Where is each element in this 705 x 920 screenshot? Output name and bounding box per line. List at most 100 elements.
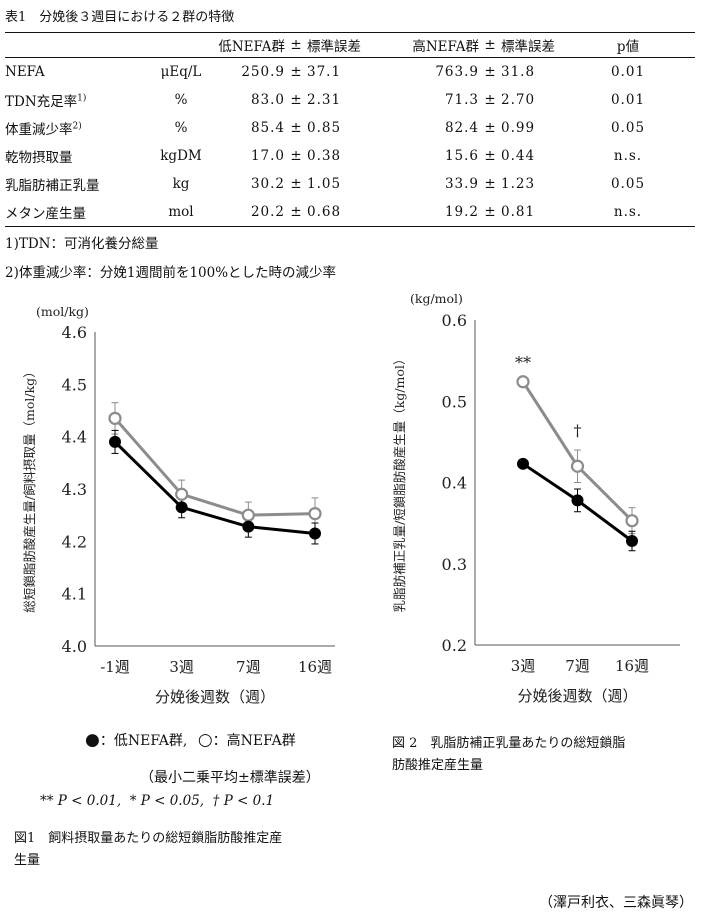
row-pm-text: ± <box>290 176 302 192</box>
series-line-low-nefa <box>113 440 316 535</box>
table-note-1: 1)TDN：可消化養分総量 <box>5 236 159 252</box>
y-tick-label: 4.6 <box>62 323 87 342</box>
row-high-mean-text: 33.9 <box>444 176 479 192</box>
row-item-text: 乾物摂取量 <box>5 150 73 166</box>
y-tick-label: 0.2 <box>442 636 467 655</box>
row-high-mean: 763.9 <box>367 58 479 87</box>
y-axis-title: 乳脂肪補正乳量/短鎖脂肪酸産生量（kg/mol） <box>392 353 407 613</box>
row-p-value: 0.05 <box>561 170 695 198</box>
row-p-value-text: 0.01 <box>610 92 646 108</box>
y-tick-label: 0.5 <box>442 392 467 411</box>
figure2-caption-line2: 肪酸推定産生量 <box>392 758 484 773</box>
row-low-mean: 17.0 <box>217 142 285 170</box>
header-high-nefa: 高NEFA群 <box>367 32 479 58</box>
row-high-se-text: 2.70 <box>501 92 536 108</box>
row-p-value: 0.01 <box>561 58 695 87</box>
row-pm: ± <box>285 58 307 87</box>
row-item: メタン産生量 <box>5 198 145 227</box>
x-tick-label: 3週 <box>169 658 194 676</box>
x-tick-label: 7週 <box>565 657 590 675</box>
row-unit-text: % <box>174 120 188 136</box>
author-credit: （澤戸利衣、三森眞琴） <box>539 895 693 911</box>
row-low-se: 1.05 <box>307 170 367 198</box>
y-tick-label: 0.4 <box>442 474 467 493</box>
y-unit-label: (kg/mol) <box>410 291 463 306</box>
y-tick-label: 4.2 <box>62 532 87 551</box>
row-p-value-text: n.s. <box>613 204 643 220</box>
row-low-mean: 20.2 <box>217 198 285 227</box>
row-high-se: 2.70 <box>501 86 561 114</box>
row-high-mean: 19.2 <box>367 198 479 227</box>
row-unit: μEq/L <box>145 58 217 87</box>
significance-marker: ** <box>515 353 531 372</box>
data-point-low-nefa <box>626 535 638 547</box>
significance-marker: † <box>574 421 582 440</box>
row-low-se-text: 0.38 <box>307 148 342 164</box>
data-point-high-nefa <box>570 459 585 473</box>
row-unit: kg <box>145 170 217 198</box>
legend-high-label: ：高NEFA群 <box>212 733 296 749</box>
row-low-mean-text: 250.9 <box>241 64 285 80</box>
row-item-text: 体重減少率 <box>5 122 73 138</box>
row-high-mean: 71.3 <box>367 86 479 114</box>
y-unit-label: (mol/kg) <box>36 304 89 319</box>
row-item-text: NEFA <box>5 64 45 80</box>
row-low-mean: 83.0 <box>217 86 285 114</box>
row-unit-text: kg <box>172 176 190 192</box>
significance-note: ** P < 0.01, * P < 0.05, † P < 0.1 <box>40 793 275 809</box>
table-row: NEFA μEq/L 250.9 ±37.1 763.9 ±31.8 0.01 <box>5 58 695 87</box>
row-pm: ± <box>285 170 307 198</box>
row-low-se: 37.1 <box>307 58 367 87</box>
y-tick-label: 0.6 <box>442 311 467 330</box>
row-item: NEFA <box>5 58 145 87</box>
row-pm: ± <box>285 114 307 142</box>
row-pm-text: ± <box>290 92 302 108</box>
row-low-se-text: 0.85 <box>307 120 342 136</box>
data-point-low-nefa <box>175 501 188 514</box>
row-item-text: メタン産生量 <box>5 206 86 222</box>
row-item: TDN充足率1) <box>5 86 145 114</box>
table-caption: 表1 分娩後３週目における２群の特徴 <box>5 10 235 25</box>
row-pm-text: ± <box>484 148 496 164</box>
row-high-mean-text: 19.2 <box>444 204 479 220</box>
row-item: 体重減少率2) <box>5 114 145 142</box>
header-low-nefa: 低NEFA群 <box>217 32 285 58</box>
row-pm: ± <box>479 114 501 142</box>
row-low-mean-text: 83.0 <box>250 92 285 108</box>
row-p-value: 0.05 <box>561 114 695 142</box>
row-high-mean-text: 763.9 <box>435 64 479 80</box>
row-high-mean-text: 15.6 <box>444 148 479 164</box>
table-row: 乾物摂取量 kgDM 17.0 ±0.38 15.6 ±0.44 n.s. <box>5 142 695 170</box>
header-item <box>5 32 145 58</box>
legend-low-symbol: ● <box>85 730 100 750</box>
y-tick-label: 4.3 <box>62 480 87 499</box>
row-pm-text: ± <box>484 120 496 136</box>
row-pm: ± <box>285 86 307 114</box>
data-point-low-nefa <box>571 494 584 507</box>
row-p-value-text: 0.05 <box>610 120 646 136</box>
row-low-mean: 30.2 <box>217 170 285 198</box>
y-axis-title: 総短鎖脂肪酸産生量/飼料摂取量（mol/kg） <box>22 365 37 612</box>
x-tick-label: 7週 <box>236 658 261 676</box>
row-unit: % <box>145 86 217 114</box>
row-low-mean-text: 85.4 <box>250 120 285 136</box>
row-pm-text: ± <box>290 64 302 80</box>
row-unit-text: kgDM <box>160 148 202 164</box>
x-tick-label: 16週 <box>298 658 332 676</box>
row-pm: ± <box>479 170 501 198</box>
row-low-se: 0.68 <box>307 198 367 227</box>
row-unit: mol <box>145 198 217 227</box>
characteristics-table: 低NEFA群 ± 標準誤差 高NEFA群 ± 標準誤差 p値 NEFA μEq/L… <box>5 32 695 227</box>
legend-high-symbol: ○ <box>197 730 213 750</box>
legend: ●：低NEFA群, ○：高NEFA群 <box>85 730 296 750</box>
table-row: TDN充足率1)% 83.0 ±2.31 71.3 ±2.70 0.01 <box>5 86 695 114</box>
row-high-se-text: 0.81 <box>501 204 536 220</box>
row-p-value: n.s. <box>561 198 695 227</box>
row-low-se-text: 1.05 <box>307 176 342 192</box>
data-point-high-nefa <box>516 375 530 389</box>
row-pm-text: ± <box>290 148 302 164</box>
figure2-caption: 図 2 乳脂肪補正乳量あたりの総短鎖脂 肪酸推定産生量 <box>392 733 625 777</box>
lsmean-note: （最小二乗平均±標準誤差） <box>140 770 320 786</box>
row-pm: ± <box>285 198 307 227</box>
